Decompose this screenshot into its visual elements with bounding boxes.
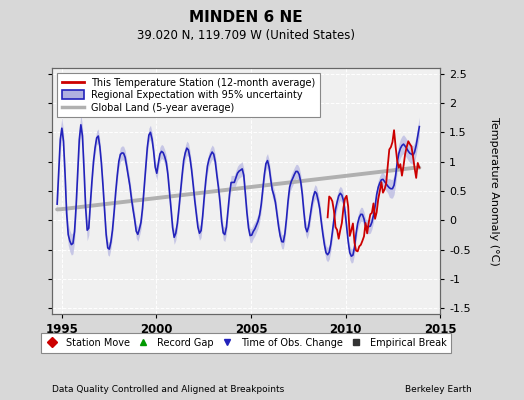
Legend: Station Move, Record Gap, Time of Obs. Change, Empirical Break: Station Move, Record Gap, Time of Obs. C… xyxy=(41,333,451,353)
Legend: This Temperature Station (12-month average), Regional Expectation with 95% uncer: This Temperature Station (12-month avera… xyxy=(57,73,320,118)
Text: Berkeley Earth: Berkeley Earth xyxy=(405,386,472,394)
Text: 39.020 N, 119.709 W (United States): 39.020 N, 119.709 W (United States) xyxy=(137,30,355,42)
Text: Data Quality Controlled and Aligned at Breakpoints: Data Quality Controlled and Aligned at B… xyxy=(52,386,285,394)
Y-axis label: Temperature Anomaly (°C): Temperature Anomaly (°C) xyxy=(489,117,499,265)
Text: MINDEN 6 NE: MINDEN 6 NE xyxy=(190,10,303,26)
